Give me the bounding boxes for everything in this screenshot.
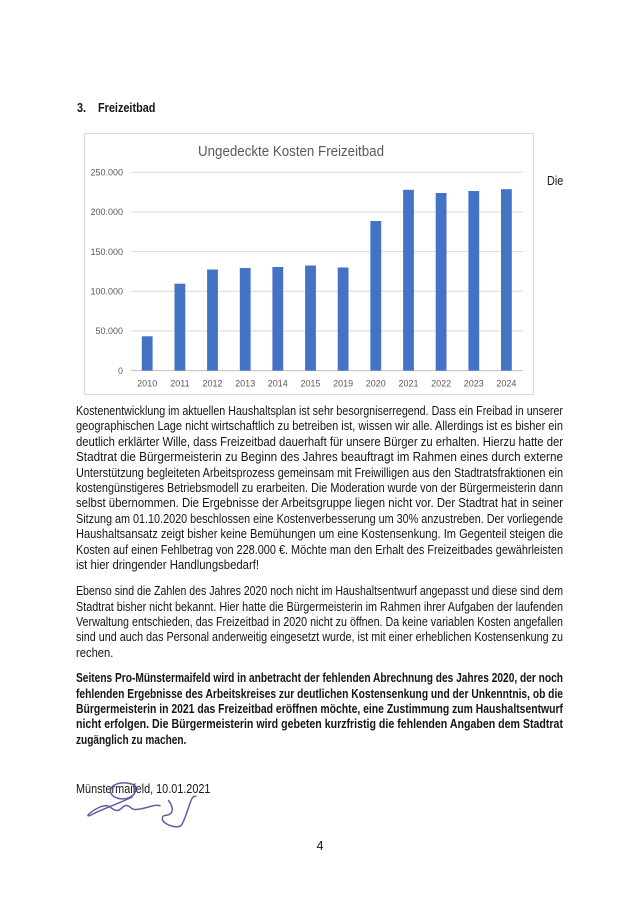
svg-text:0: 0 <box>118 366 123 376</box>
svg-text:2011: 2011 <box>170 378 189 388</box>
svg-text:2019: 2019 <box>333 378 353 388</box>
svg-text:2010: 2010 <box>137 378 157 388</box>
svg-text:150.000: 150.000 <box>90 247 123 257</box>
svg-text:200.000: 200.000 <box>90 207 123 217</box>
svg-text:2021: 2021 <box>398 378 418 388</box>
svg-text:100.000: 100.000 <box>90 286 123 296</box>
svg-text:2014: 2014 <box>268 378 288 388</box>
svg-text:2012: 2012 <box>202 378 222 388</box>
svg-text:2023: 2023 <box>464 378 484 388</box>
svg-text:2022: 2022 <box>431 378 451 388</box>
svg-text:50.000: 50.000 <box>95 326 123 336</box>
svg-text:2020: 2020 <box>366 378 386 388</box>
svg-text:2015: 2015 <box>300 378 320 388</box>
svg-text:2013: 2013 <box>235 378 255 388</box>
svg-text:250.000: 250.000 <box>90 167 123 177</box>
svg-text:2024: 2024 <box>496 378 516 388</box>
